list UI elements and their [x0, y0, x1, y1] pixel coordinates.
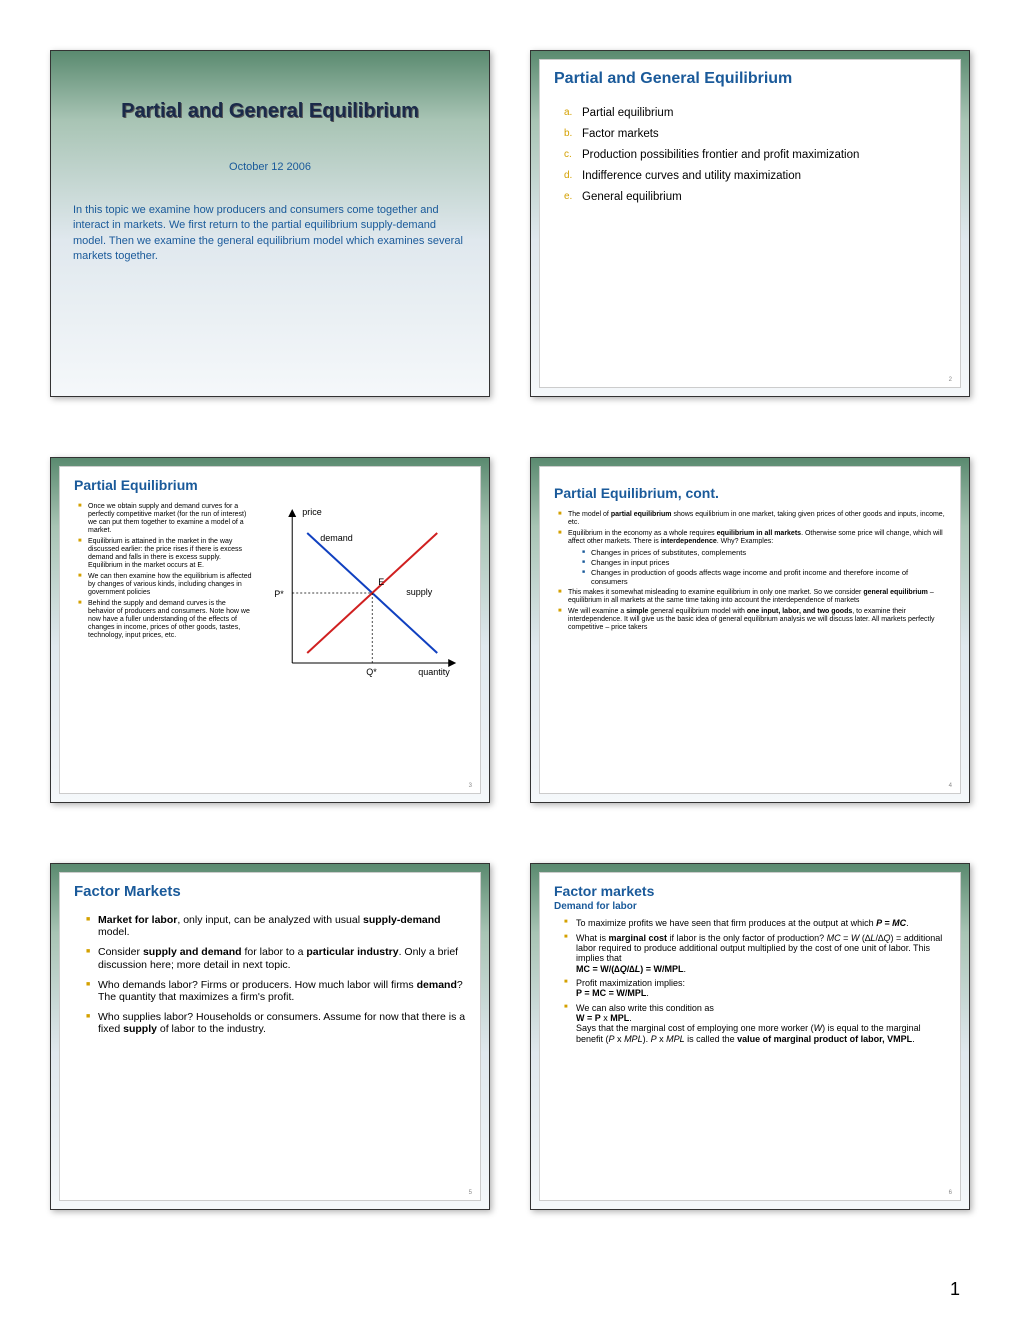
slide-5-title: Factor Markets — [74, 883, 466, 900]
slide-1-body: In this topic we examine how producers a… — [73, 203, 467, 265]
list-item: We can then examine how the equilibrium … — [78, 573, 252, 597]
slide-3-inner: Partial Equilibrium Once we obtain suppl… — [59, 466, 481, 795]
demand-label: demand — [320, 533, 353, 543]
list-item: Changes in input prices — [582, 558, 946, 567]
list-item: Market for labor, only input, can be ana… — [86, 914, 466, 938]
slide-number: 6 — [949, 1190, 952, 1196]
slide-4-bullets: The model of partial equilibrium shows e… — [554, 511, 946, 632]
slide-4-title: Partial Equilibrium, cont. — [554, 485, 946, 501]
slide-number: 4 — [949, 783, 952, 789]
slide-6-title: Factor markets — [554, 883, 946, 899]
slide-3-layout: Once we obtain supply and demand curves … — [74, 503, 466, 698]
list-item: Factor markets — [568, 127, 946, 142]
slide-6-bullets: To maximize profits we have seen that fi… — [554, 918, 946, 1044]
supply-label: supply — [406, 587, 433, 597]
eq-label: E — [378, 577, 384, 587]
slide-5-inner: Factor Markets Market for labor, only in… — [59, 872, 481, 1201]
handout-page: Partial and General Equilibrium October … — [0, 0, 1020, 1320]
slide-number: 3 — [469, 783, 472, 789]
slide-3-bullets: Once we obtain supply and demand curves … — [74, 503, 252, 641]
list-item: Changes in production of goods affects w… — [582, 568, 946, 586]
slide-3-text: Once we obtain supply and demand curves … — [74, 503, 252, 698]
sub-list: Changes in prices of substitutes, comple… — [568, 548, 946, 586]
list-item: Indifference curves and utility maximiza… — [568, 169, 946, 184]
list-item: Partial equilibrium — [568, 106, 946, 121]
slide-3-title: Partial Equilibrium — [74, 477, 466, 493]
slide-2-inner: Partial and General Equilibrium Partial … — [539, 59, 961, 388]
list-item: What is marginal cost if labor is the on… — [564, 933, 946, 974]
q-star: Q* — [366, 667, 377, 677]
list-item: This makes it somewhat misleading to exa… — [558, 589, 946, 605]
list-item: To maximize profits we have seen that fi… — [564, 918, 946, 928]
list-item: Consider supply and demand for labor to … — [86, 946, 466, 970]
list-item: The model of partial equilibrium shows e… — [558, 511, 946, 527]
y-axis-label: price — [302, 507, 322, 517]
slide-grid: Partial and General Equilibrium October … — [50, 50, 970, 1210]
slide-number: 2 — [949, 377, 952, 383]
slide-1-title: Partial and General Equilibrium — [121, 100, 419, 123]
slide-1: Partial and General Equilibrium October … — [50, 50, 490, 397]
slide-4-inner: Partial Equilibrium, cont. The model of … — [539, 466, 961, 795]
slide-5-bullets: Market for labor, only input, can be ana… — [74, 914, 466, 1035]
slide-2-title: Partial and General Equilibrium — [554, 70, 946, 88]
slide-6-subtitle: Demand for labor — [554, 901, 946, 912]
slide-2: Partial and General Equilibrium Partial … — [530, 50, 970, 397]
list-item: General equilibrium — [568, 190, 946, 205]
list-item: Who supplies labor? Households or consum… — [86, 1011, 466, 1035]
list-item: Profit maximization implies:P = MC = W/M… — [564, 978, 946, 999]
slide-1-date: October 12 2006 — [73, 161, 467, 173]
slide-6: Factor markets Demand for labor To maxim… — [530, 863, 970, 1210]
x-axis-label: quantity — [418, 667, 450, 677]
slide-2-list: Partial equilibrium Factor markets Produ… — [554, 106, 946, 205]
list-item: Who demands labor? Firms or producers. H… — [86, 979, 466, 1003]
p-star: P* — [274, 589, 284, 599]
slide-5: Factor Markets Market for labor, only in… — [50, 863, 490, 1210]
list-item: Production possibilities frontier and pr… — [568, 148, 946, 163]
slide-6-inner: Factor markets Demand for labor To maxim… — [539, 872, 961, 1201]
chart-svg: price quantity demand supply E P* Q* — [258, 503, 466, 693]
slide-4: Partial Equilibrium, cont. The model of … — [530, 457, 970, 804]
supply-demand-chart: price quantity demand supply E P* Q* — [258, 503, 466, 698]
list-item: Equilibrium in the economy as a whole re… — [558, 530, 946, 586]
list-item: Behind the supply and demand curves is t… — [78, 600, 252, 640]
list-item: We can also write this condition asW = P… — [564, 1003, 946, 1044]
slide-number: 5 — [469, 1190, 472, 1196]
list-item: Changes in prices of substitutes, comple… — [582, 548, 946, 557]
list-item: Once we obtain supply and demand curves … — [78, 503, 252, 535]
list-item: Equilibrium is attained in the market in… — [78, 538, 252, 570]
page-number: 1 — [950, 1279, 960, 1300]
list-item: We will examine a simple general equilib… — [558, 608, 946, 632]
slide-3: Partial Equilibrium Once we obtain suppl… — [50, 457, 490, 804]
slide-1-body-area: October 12 2006 In this topic we examine… — [59, 151, 481, 388]
